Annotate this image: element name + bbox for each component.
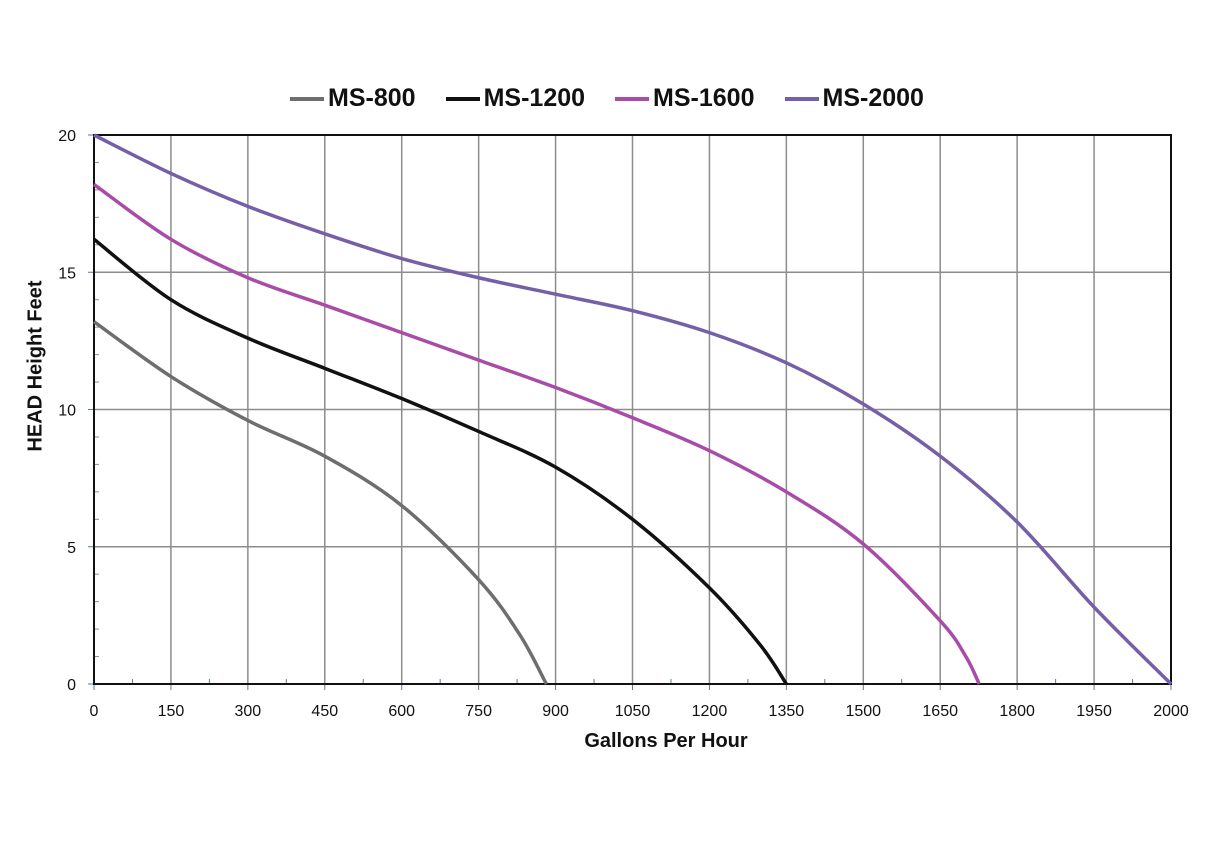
legend-item-ms-1200: MS-1200 [445,84,586,113]
y-tick-label: 5 [67,540,76,557]
x-tick-label: 2000 [1153,703,1189,720]
legend-label: MS-800 [328,84,416,112]
x-tick-label: 900 [542,703,569,720]
x-tick-label: 300 [235,703,262,720]
series-line-ms-800 [92,320,548,685]
x-tick-label: 1500 [845,703,881,720]
series-line-ms-1200 [92,237,788,685]
x-tick-label: 1950 [1076,703,1112,720]
series-line-ms-1600 [92,182,981,685]
x-tick-label: 450 [311,703,338,720]
x-tick-label: 1800 [999,703,1035,720]
x-tick-label: 1650 [922,703,958,720]
legend-swatch [784,96,819,101]
y-axis-label: HEAD Height Feet [24,280,47,452]
y-tick-label: 0 [67,677,76,694]
legend-label: MS-1600 [653,84,755,112]
x-tick-label: 1200 [692,703,728,720]
x-tick-label: 0 [90,703,99,720]
legend-label: MS-2000 [822,84,924,112]
legend-swatch [615,96,650,101]
y-tick-label: 20 [58,128,76,145]
legend-swatch [445,96,480,101]
chart-legend: MS-800 MS-1200 MS-1600 MS-2000 [0,84,1214,113]
x-axis-label: Gallons Per Hour [584,730,748,752]
x-tick-label: 1050 [615,703,651,720]
x-tick-label: 1350 [769,703,805,720]
y-tick-label: 15 [58,265,76,282]
legend-label: MS-1200 [483,84,586,112]
x-tick-label: 150 [158,703,185,720]
plot-border [93,134,1172,685]
legend-item-ms-800: MS-800 [290,84,416,113]
x-tick-label: 750 [465,703,492,720]
y-tick-label: 10 [58,403,76,420]
series-line-ms-2000 [93,133,1173,686]
legend-item-ms-1600: MS-1600 [615,84,755,113]
x-tick-label: 600 [388,703,415,720]
legend-swatch [290,96,325,101]
legend-item-ms-2000: MS-2000 [784,84,924,113]
